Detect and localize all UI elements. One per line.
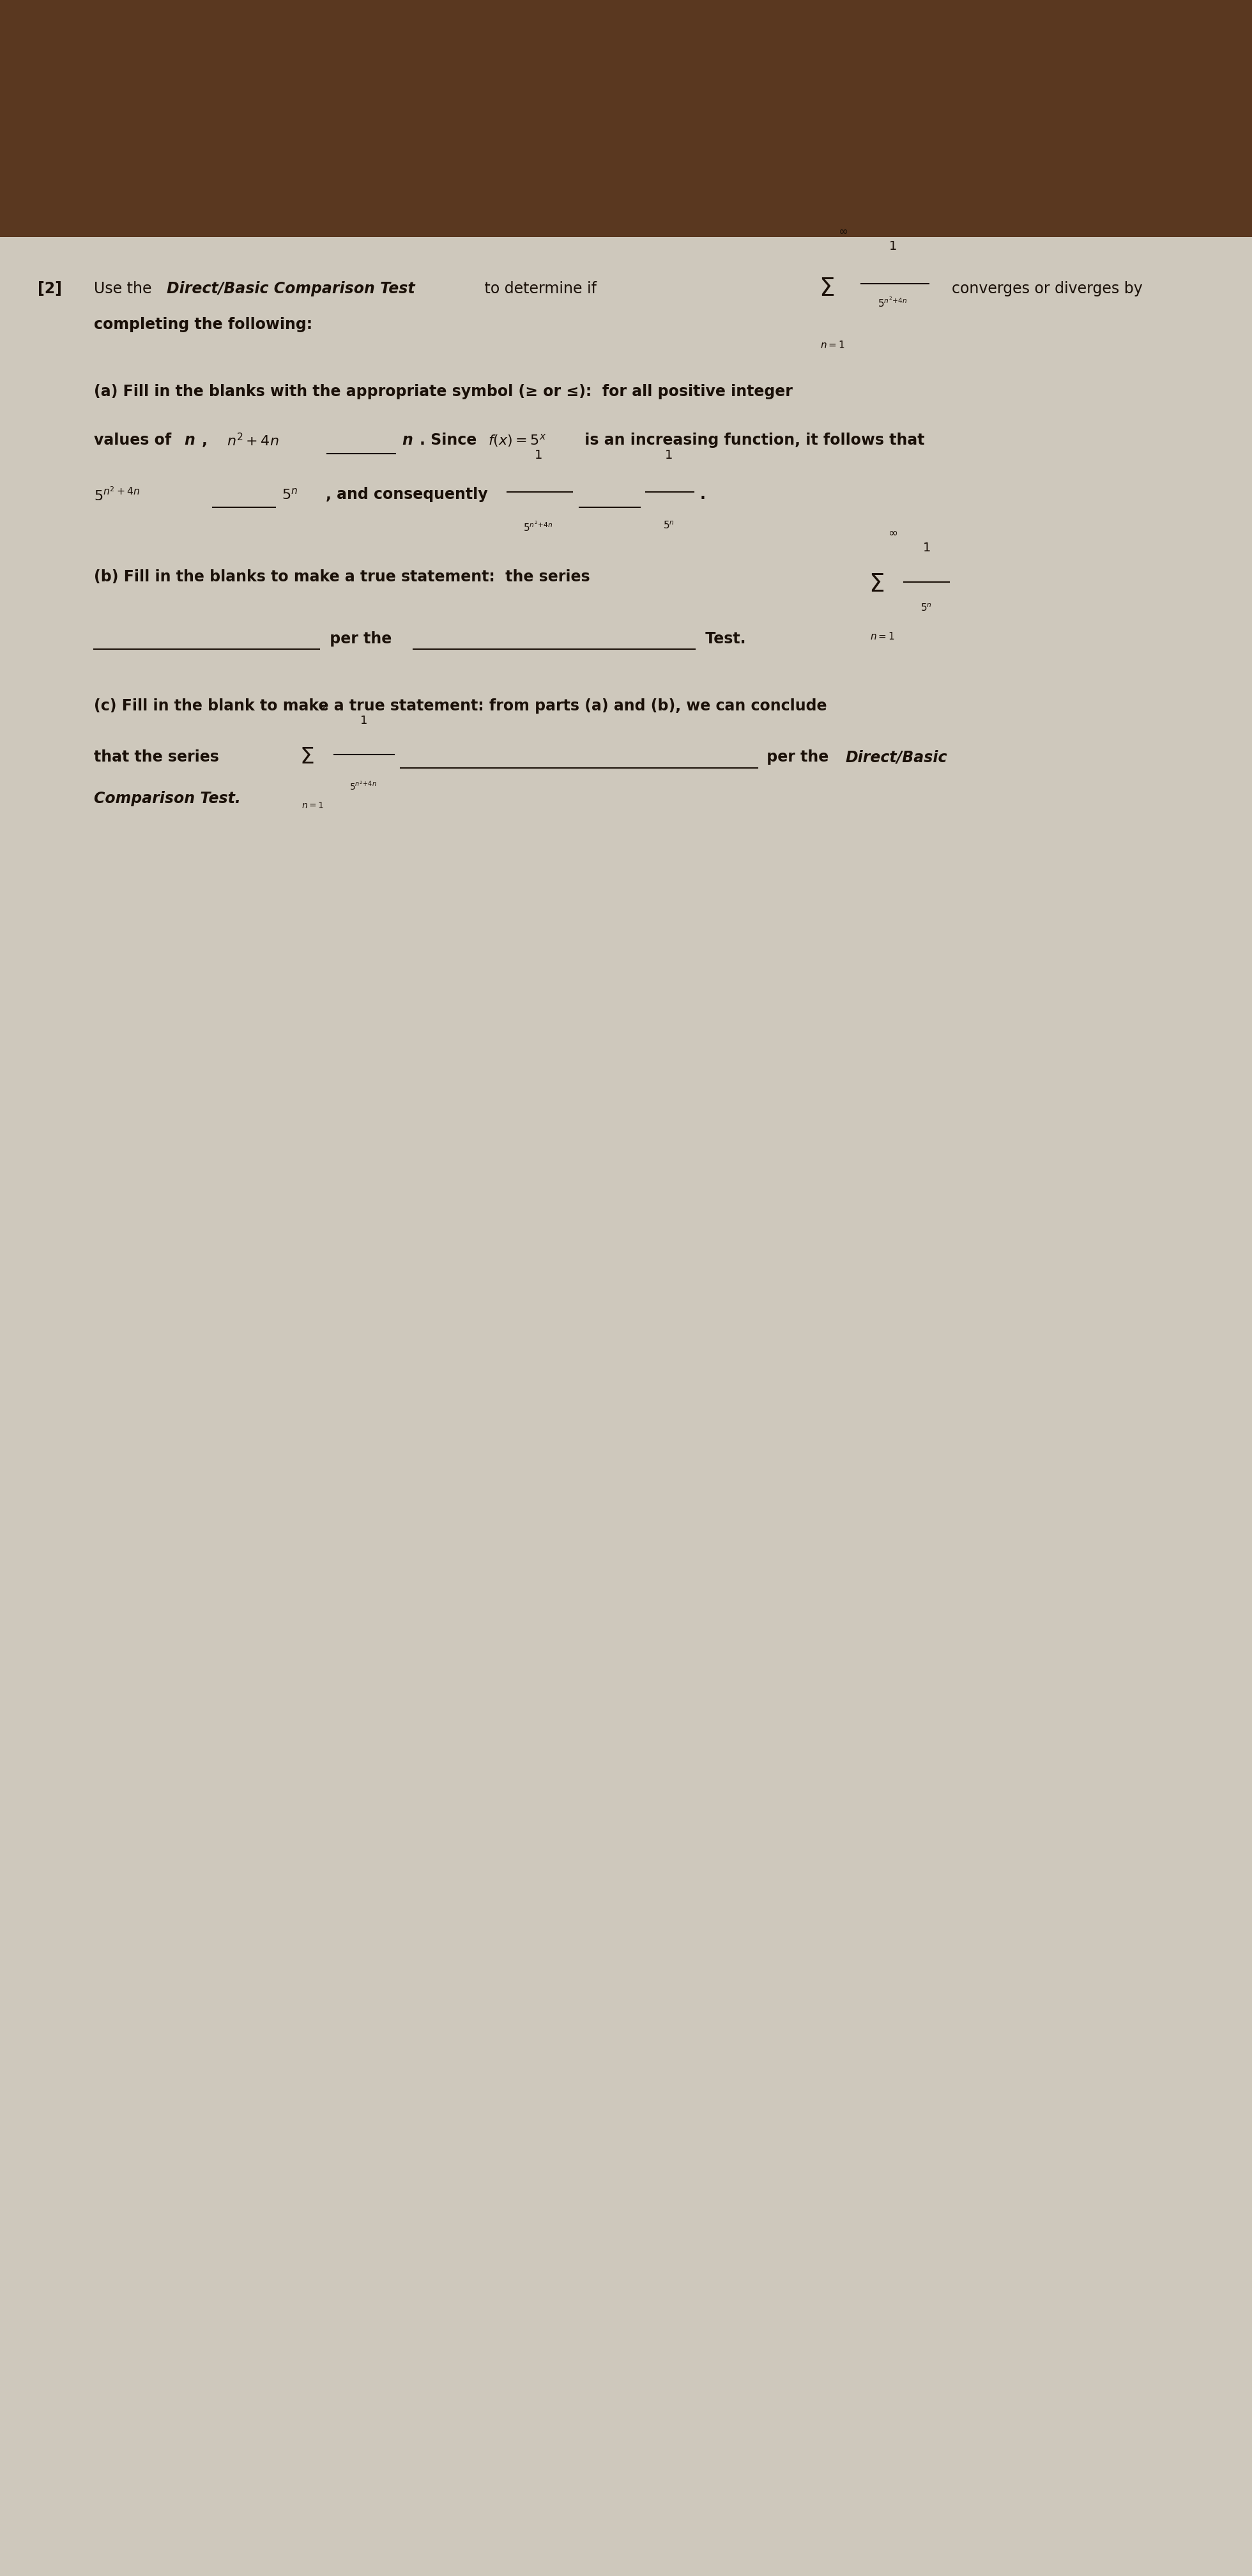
Text: $5^{n^2\!+\!4n}$: $5^{n^2\!+\!4n}$ bbox=[523, 520, 553, 533]
Text: $\Sigma$: $\Sigma$ bbox=[869, 572, 884, 598]
Text: $n=1$: $n=1$ bbox=[870, 631, 895, 641]
Text: Comparison Test.: Comparison Test. bbox=[94, 791, 240, 806]
Text: $5^{n^2\!+\!4n}$: $5^{n^2\!+\!4n}$ bbox=[878, 296, 908, 309]
Text: [2]: [2] bbox=[38, 281, 61, 296]
Text: (c) Fill in the blank to make a true statement: from parts (a) and (b), we can c: (c) Fill in the blank to make a true sta… bbox=[94, 698, 826, 714]
Text: Direct/Basic: Direct/Basic bbox=[845, 750, 947, 765]
Text: $1$: $1$ bbox=[665, 448, 672, 461]
Text: $\Sigma$: $\Sigma$ bbox=[819, 276, 834, 301]
Text: $\infty$: $\infty$ bbox=[838, 227, 848, 237]
Text: $\infty$: $\infty$ bbox=[888, 528, 898, 538]
Text: Direct/Basic Comparison Test: Direct/Basic Comparison Test bbox=[167, 281, 414, 296]
Text: $\Sigma$: $\Sigma$ bbox=[299, 747, 314, 768]
Text: $5^{n^2\!+\!4n}$: $5^{n^2\!+\!4n}$ bbox=[349, 781, 377, 793]
Text: per the: per the bbox=[324, 631, 397, 647]
Text: n: n bbox=[184, 433, 195, 448]
Text: $5^n$: $5^n$ bbox=[662, 520, 675, 531]
Text: $1$: $1$ bbox=[923, 541, 930, 554]
Text: (b) Fill in the blanks to make a true statement:  the series: (b) Fill in the blanks to make a true st… bbox=[94, 569, 590, 585]
Text: (a) Fill in the blanks with the appropriate symbol (≥ or ≤):  for all positive i: (a) Fill in the blanks with the appropri… bbox=[94, 384, 793, 399]
Text: converges or diverges by: converges or diverges by bbox=[952, 281, 1142, 296]
Text: $5^n$: $5^n$ bbox=[920, 603, 933, 613]
Text: per the: per the bbox=[761, 750, 834, 765]
Text: . Since: . Since bbox=[419, 433, 482, 448]
Text: values of: values of bbox=[94, 433, 177, 448]
Text: $1$: $1$ bbox=[535, 448, 542, 461]
Text: $n=1$: $n=1$ bbox=[302, 801, 324, 809]
Text: n: n bbox=[402, 433, 413, 448]
Text: $5^{n^2+4n}$: $5^{n^2+4n}$ bbox=[94, 487, 140, 502]
Text: $1$: $1$ bbox=[359, 716, 367, 726]
Text: $n=1$: $n=1$ bbox=[820, 340, 845, 350]
Text: Test.: Test. bbox=[700, 631, 745, 647]
Text: that the series: that the series bbox=[94, 750, 219, 765]
Text: ,: , bbox=[202, 433, 218, 448]
Text: is an increasing function, it follows that: is an increasing function, it follows th… bbox=[580, 433, 925, 448]
Text: Use the: Use the bbox=[94, 281, 156, 296]
Text: , and consequently: , and consequently bbox=[326, 487, 487, 502]
Text: $1$: $1$ bbox=[889, 240, 896, 252]
Text: .: . bbox=[700, 487, 706, 502]
Text: completing the following:: completing the following: bbox=[94, 317, 313, 332]
Text: $n^2+4n$: $n^2+4n$ bbox=[227, 433, 279, 448]
Text: $\infty$: $\infty$ bbox=[318, 703, 328, 714]
Text: $f(x)=5^x$: $f(x)=5^x$ bbox=[488, 433, 547, 448]
Text: to determine if: to determine if bbox=[480, 281, 596, 296]
Text: $5^n$: $5^n$ bbox=[282, 487, 298, 502]
